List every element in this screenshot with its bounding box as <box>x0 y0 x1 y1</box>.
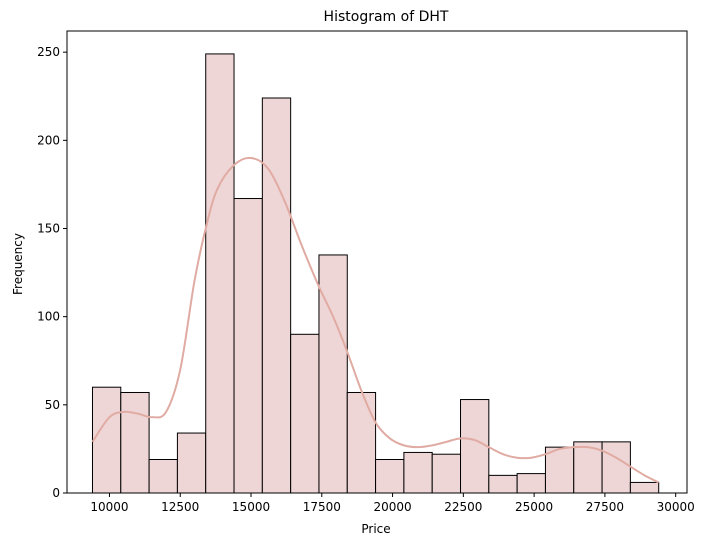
x-tick-label-1: 12500 <box>161 500 199 514</box>
x-axis-label: Price <box>361 522 390 536</box>
x-tick-label-5: 22500 <box>444 500 482 514</box>
histogram-bar-13 <box>460 399 490 494</box>
histogram-bar-3 <box>176 432 207 494</box>
y-tick-label-5: 250 <box>37 45 60 59</box>
histogram-bar-19 <box>629 481 660 494</box>
histogram-bar-15 <box>516 473 546 494</box>
y-tick-label-4: 200 <box>37 133 60 147</box>
kde-curve <box>91 156 660 484</box>
histogram-bar-4 <box>205 53 235 494</box>
histogram-bar-1 <box>120 391 150 494</box>
histogram-bar-8 <box>318 254 348 494</box>
x-tick-label-7: 27500 <box>586 500 624 514</box>
histogram-bar-17 <box>573 441 603 494</box>
x-tick-label-0: 10000 <box>90 500 128 514</box>
plot-frame <box>66 30 688 494</box>
y-tick-label-0: 0 <box>52 486 60 500</box>
y-tick-label-3: 150 <box>37 221 60 235</box>
histogram-bars <box>91 53 660 494</box>
y-axis-label: Frequency <box>11 233 25 295</box>
x-tick-label-3: 17500 <box>303 500 341 514</box>
histogram-bar-12 <box>431 453 462 494</box>
chart-title: Histogram of DHT <box>324 9 449 25</box>
histogram-bar-6 <box>261 97 292 494</box>
y-tick-label-1: 50 <box>45 398 60 412</box>
x-tick-label-2: 15000 <box>232 500 270 514</box>
x-axis-ticks: 10000 12500 15000 17500 20000 22500 25000 27500… <box>90 493 695 514</box>
y-tick-label-2: 100 <box>37 310 60 324</box>
x-tick-label-8: 30000 <box>657 500 695 514</box>
y-axis-ticks: 0 50 100 150 200 250 <box>37 45 67 500</box>
histogram-bar-0 <box>91 386 122 494</box>
histogram-bar-7 <box>290 333 320 494</box>
x-tick-label-6: 25000 <box>515 500 553 514</box>
x-tick-label-4: 20000 <box>373 500 411 514</box>
histogram-bar-16 <box>544 446 575 494</box>
histogram-bar-18 <box>601 441 631 494</box>
histogram-bar-2 <box>148 458 178 494</box>
histogram-bar-10 <box>375 458 405 494</box>
histogram-bar-9 <box>346 391 377 494</box>
histogram-bar-11 <box>403 451 433 494</box>
histogram-bar-14 <box>488 474 518 494</box>
histogram-bar-5 <box>233 198 263 494</box>
